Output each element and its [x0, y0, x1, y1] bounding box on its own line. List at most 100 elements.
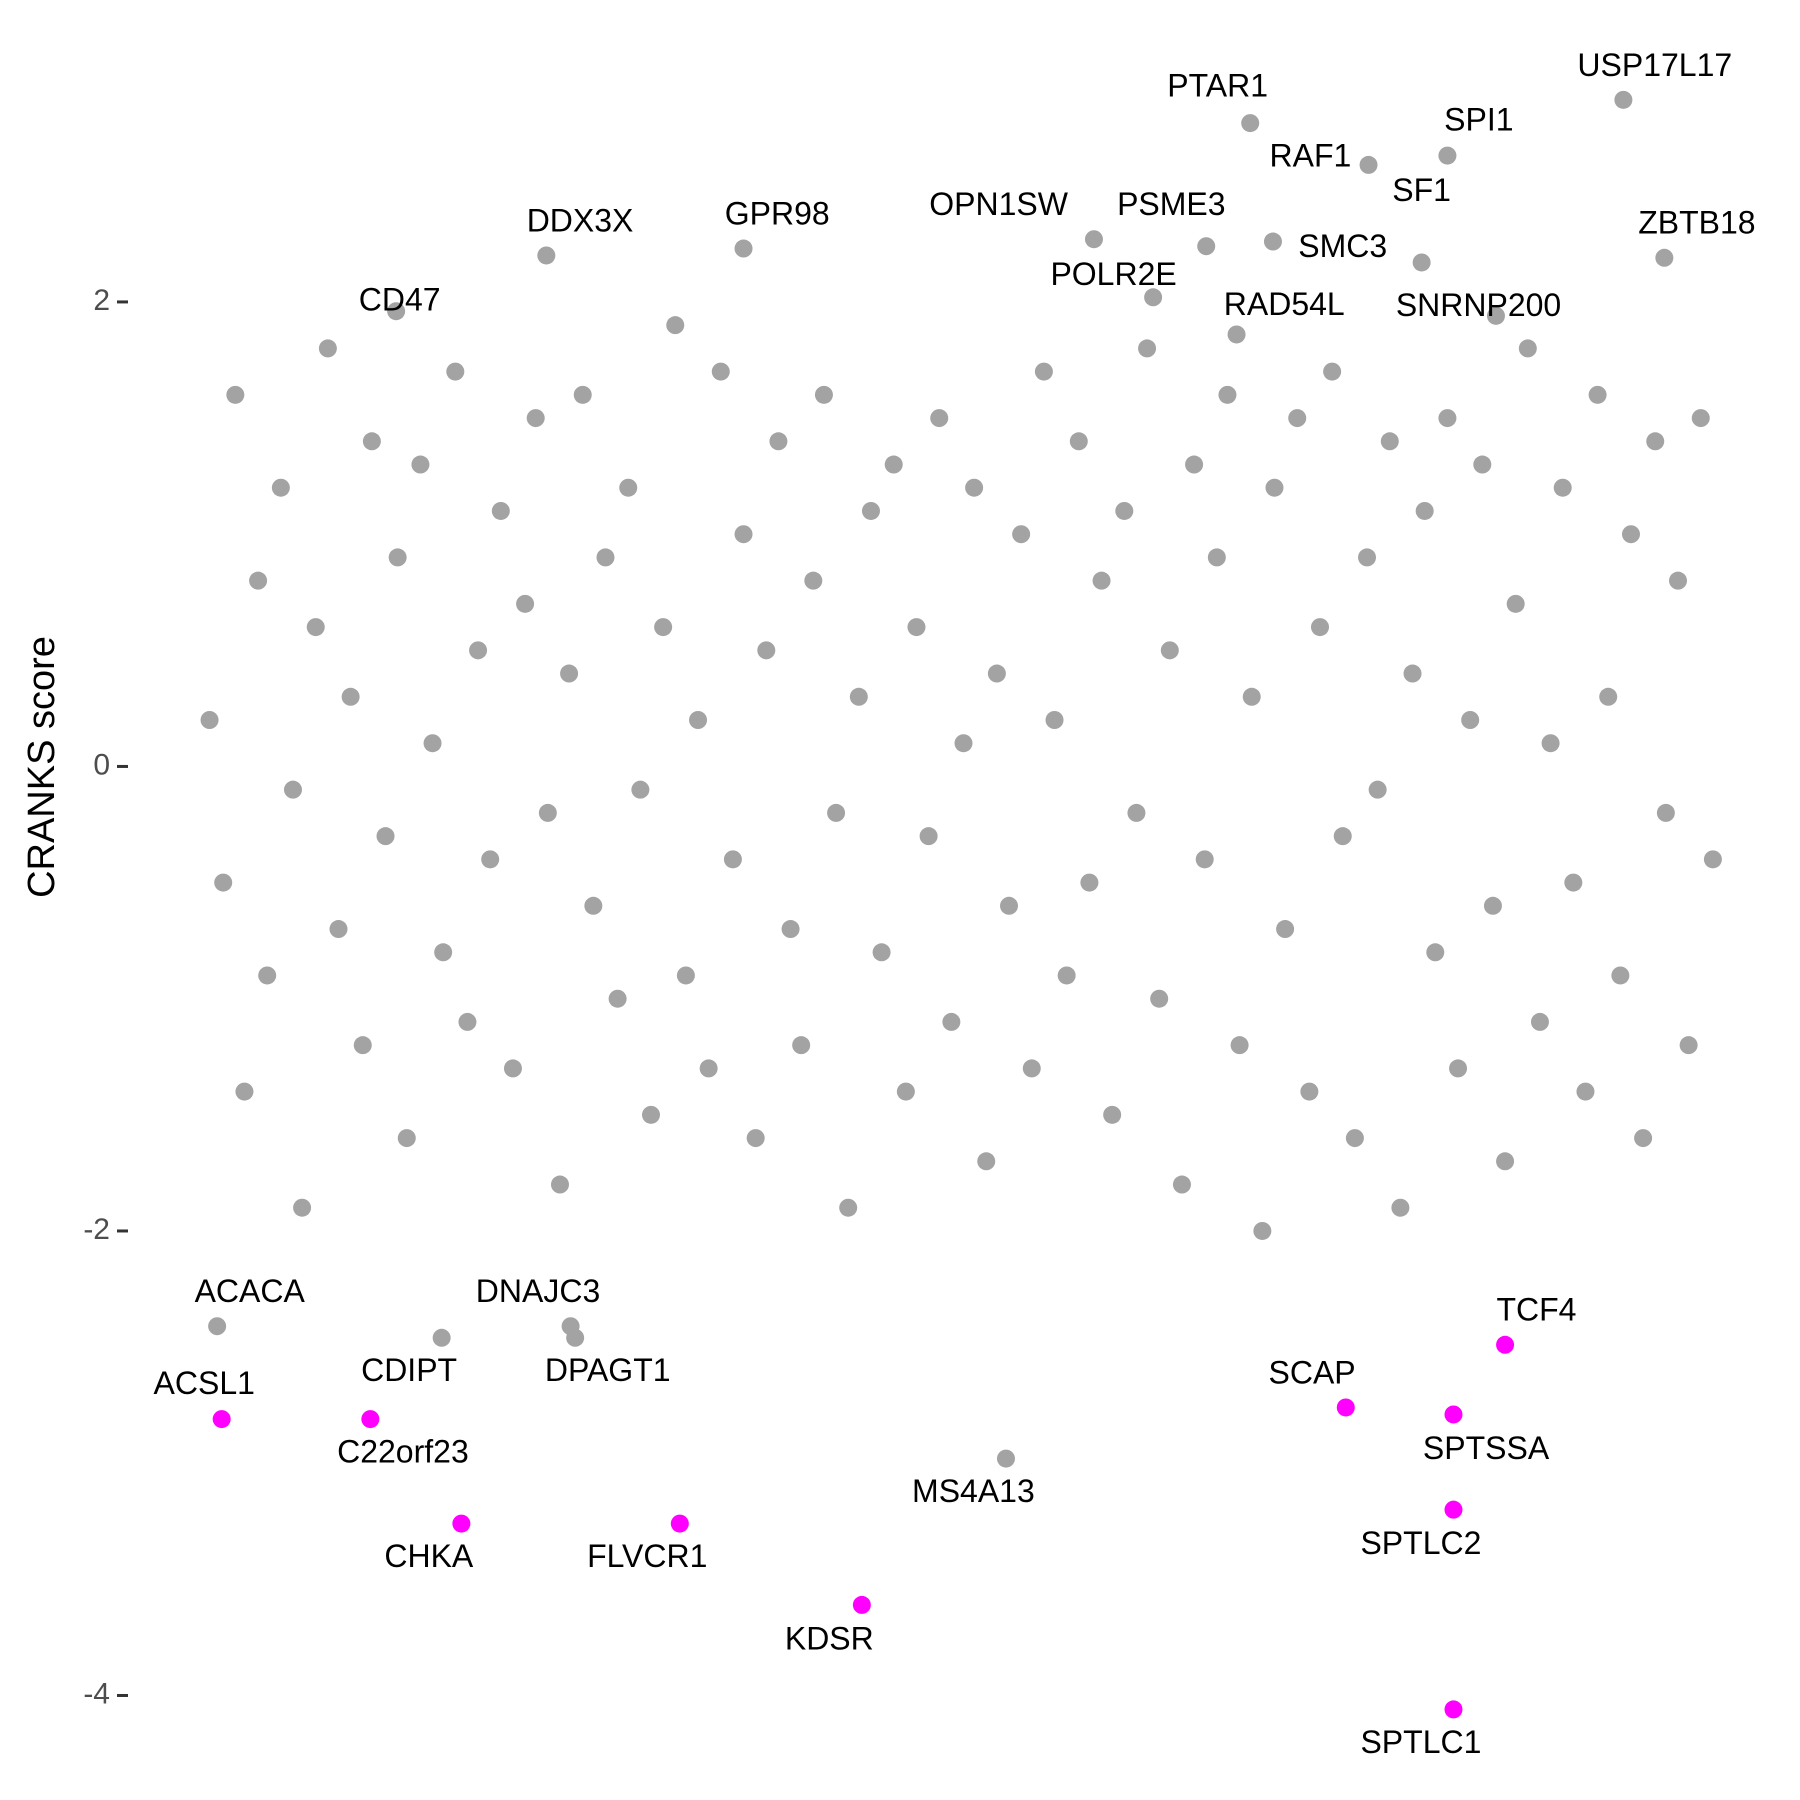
point: [1253, 1221, 1272, 1240]
point-label: PTAR1: [1167, 68, 1268, 104]
point: [434, 943, 453, 962]
point: [1230, 1036, 1249, 1055]
point: [1496, 1335, 1515, 1354]
point: [711, 362, 730, 381]
point: [954, 734, 973, 753]
point: [306, 618, 325, 637]
point: [1541, 734, 1560, 753]
point-label: SCAP: [1268, 1354, 1355, 1390]
point: [1345, 1129, 1364, 1148]
point: [1045, 711, 1064, 729]
point: [1197, 237, 1216, 256]
point-label: SF1: [1392, 172, 1451, 208]
point: [1444, 1405, 1463, 1424]
point-label: USP17L17: [1577, 47, 1732, 83]
point: [1359, 155, 1378, 174]
point: [361, 1410, 380, 1429]
point: [1599, 687, 1618, 706]
point-label: SNRNP200: [1396, 287, 1561, 323]
point: [1415, 501, 1434, 520]
point: [1227, 325, 1246, 344]
point: [670, 1514, 689, 1533]
point: [458, 1012, 477, 1031]
point: [1300, 1082, 1319, 1101]
point: [1444, 1500, 1463, 1519]
point: [1138, 339, 1157, 358]
point: [631, 780, 650, 799]
point-label: DNAJC3: [476, 1273, 600, 1309]
point: [538, 803, 557, 822]
point-label: SPTLC2: [1360, 1525, 1481, 1561]
point: [566, 1328, 585, 1347]
y-tick-label: -4: [83, 1677, 110, 1710]
point: [1242, 687, 1261, 706]
point: [666, 316, 685, 335]
point-label: SPTSSA: [1423, 1430, 1550, 1466]
point: [746, 1129, 765, 1148]
point: [1080, 873, 1099, 892]
point: [852, 1595, 871, 1614]
point-label: SMC3: [1298, 228, 1387, 264]
point: [1449, 1059, 1468, 1078]
point: [481, 850, 500, 869]
point: [249, 571, 268, 590]
point: [1241, 114, 1260, 133]
point: [1444, 1700, 1463, 1719]
point: [318, 339, 337, 358]
point: [723, 850, 742, 869]
point: [1655, 248, 1674, 267]
point: [1150, 989, 1169, 1008]
point: [1265, 478, 1284, 497]
point: [1518, 339, 1537, 358]
point: [452, 1514, 471, 1533]
point: [1614, 90, 1633, 109]
point: [1144, 288, 1163, 307]
point: [942, 1012, 961, 1031]
point: [987, 664, 1006, 683]
point: [699, 1059, 718, 1078]
point: [1426, 943, 1445, 962]
point: [1288, 409, 1307, 428]
point-label: KDSR: [785, 1620, 874, 1656]
point: [1115, 501, 1134, 520]
point: [1656, 803, 1675, 822]
point: [1207, 548, 1226, 567]
point: [641, 1105, 660, 1124]
point: [376, 827, 395, 846]
point: [907, 618, 926, 637]
point: [526, 409, 545, 428]
point: [516, 594, 535, 613]
point: [1621, 525, 1640, 544]
point-label: TCF4: [1496, 1292, 1576, 1328]
point: [1412, 253, 1431, 272]
point: [965, 478, 984, 497]
point-label: DDX3X: [527, 202, 634, 238]
point: [283, 780, 302, 799]
point: [1368, 780, 1387, 799]
point: [1069, 432, 1088, 451]
point: [734, 239, 753, 258]
point: [804, 571, 823, 590]
point: [884, 455, 903, 474]
point: [872, 943, 891, 962]
point: [1034, 362, 1053, 381]
point-label: CDIPT: [361, 1352, 457, 1388]
point: [1506, 594, 1525, 613]
point-label: GPR98: [725, 195, 830, 231]
point: [329, 920, 348, 939]
point-label: DPAGT1: [545, 1352, 671, 1388]
point: [1403, 664, 1422, 683]
point-label: CD47: [359, 281, 441, 317]
point: [573, 385, 592, 404]
point: [387, 302, 406, 321]
point: [235, 1082, 254, 1101]
point: [362, 432, 381, 451]
point: [1530, 1012, 1549, 1031]
point: [596, 548, 615, 567]
point: [1057, 966, 1076, 985]
point: [388, 548, 407, 567]
point: [212, 1410, 231, 1429]
point: [827, 803, 846, 822]
